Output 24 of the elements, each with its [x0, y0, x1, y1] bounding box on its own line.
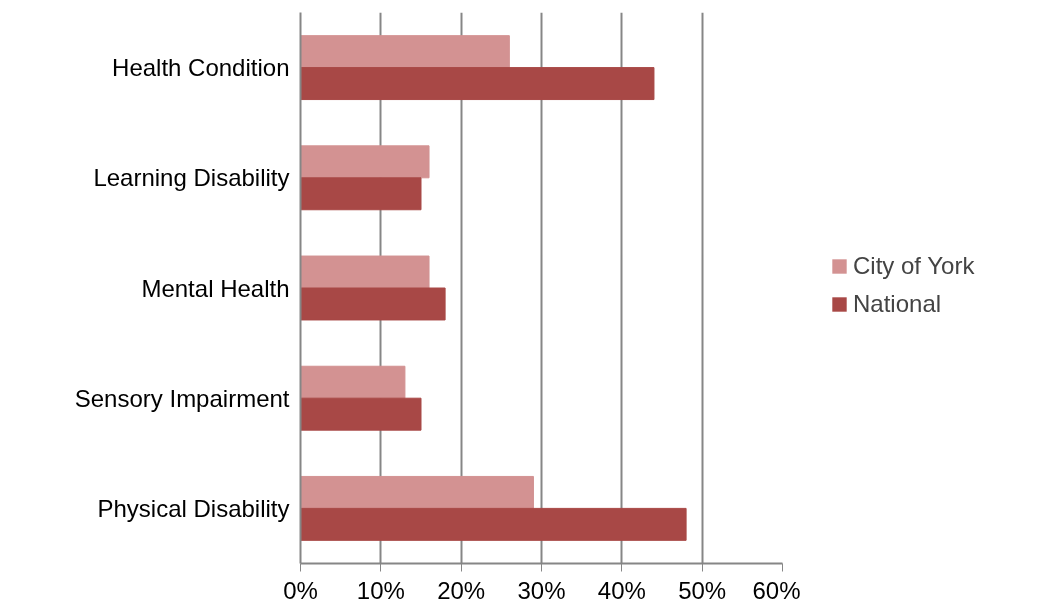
bar — [300, 507, 687, 541]
y-tick-label: Sensory Impairment — [74, 384, 290, 412]
x-tick-label: 40% — [597, 576, 646, 604]
bar — [300, 35, 510, 69]
bar — [300, 365, 406, 399]
bar — [300, 255, 430, 289]
bar — [300, 475, 534, 509]
x-tick-label: 60% — [752, 576, 801, 604]
bar — [300, 397, 422, 431]
bar — [300, 177, 422, 211]
x-tick-label: 30% — [517, 576, 566, 604]
legend-label: National — [853, 290, 942, 318]
bar — [300, 67, 655, 101]
bar — [300, 145, 430, 179]
x-tick-label: 10% — [356, 576, 405, 604]
x-tick-label: 0% — [283, 576, 318, 604]
x-tick-label: 50% — [678, 576, 727, 604]
y-tick-label: Physical Disability — [97, 494, 290, 522]
y-tick-label: Health Condition — [112, 54, 290, 82]
x-tick-label: 20% — [437, 576, 486, 604]
y-tick-label: Mental Health — [141, 274, 290, 302]
bar — [300, 287, 446, 321]
legend-label: City of York — [853, 252, 975, 280]
y-tick-label: Learning Disability — [93, 164, 290, 192]
